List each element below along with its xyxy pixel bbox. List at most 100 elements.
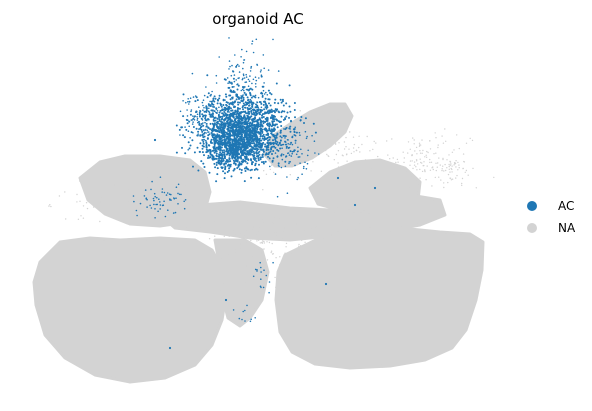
na-point [127, 201, 130, 203]
ac-point [132, 195, 135, 197]
na-point [234, 248, 237, 250]
ac-point [269, 143, 272, 146]
na-point [233, 271, 235, 273]
na-point [297, 134, 300, 136]
na-point [286, 234, 288, 237]
na-point [405, 169, 407, 172]
ac-point [235, 128, 238, 131]
ac-point [229, 150, 232, 153]
ac-point [282, 153, 285, 156]
ac-point [305, 168, 308, 170]
ac-point [249, 98, 252, 101]
na-point [283, 149, 285, 151]
na-point [316, 217, 318, 219]
na-point [272, 230, 274, 233]
na-point [207, 227, 209, 229]
na-point [444, 163, 446, 166]
na-point [113, 198, 116, 201]
na-point [313, 218, 316, 220]
ac-point [256, 121, 259, 124]
ac-point [223, 151, 226, 154]
na-point [196, 319, 198, 321]
ac-point [256, 64, 259, 66]
na-point [451, 165, 453, 167]
na-point [258, 239, 260, 241]
na-point [397, 161, 399, 163]
ac-point [219, 163, 222, 166]
na-point [312, 161, 314, 163]
na-point [449, 161, 452, 163]
ac-point [256, 131, 259, 134]
na-point [115, 215, 117, 217]
na-point [437, 146, 439, 149]
na-point [127, 188, 129, 190]
na-point [349, 131, 351, 133]
ac-point [205, 106, 208, 109]
ac-point [294, 134, 297, 137]
ac-point [240, 95, 242, 97]
ac-point [218, 56, 220, 58]
ac-point [244, 149, 247, 152]
na-point [431, 185, 433, 187]
ac-point [253, 168, 256, 171]
na-point [92, 196, 94, 198]
ac-point [250, 145, 253, 148]
ac-point [260, 127, 263, 130]
ac-point [299, 162, 301, 164]
ac-point [243, 77, 246, 79]
ac-point [229, 113, 232, 116]
ac-point [228, 37, 230, 39]
na-point [419, 144, 421, 146]
ac-point [210, 132, 213, 134]
ac-point [271, 153, 273, 155]
na-point [300, 245, 302, 247]
ac-point [135, 209, 138, 212]
ac-point [223, 122, 226, 125]
ac-point [262, 89, 265, 92]
na-point [243, 237, 245, 239]
na-point [436, 166, 438, 168]
ac-point [203, 138, 205, 141]
na-point [442, 157, 444, 160]
na-point [467, 174, 469, 176]
ac-point [248, 141, 251, 144]
na-point [425, 156, 428, 158]
ac-point [210, 105, 212, 107]
ac-point [251, 121, 254, 124]
ac-point [242, 94, 244, 96]
ac-point [211, 90, 213, 93]
na-point [208, 249, 210, 251]
ac-point [252, 108, 255, 111]
ac-point [214, 166, 217, 169]
ac-point [175, 186, 178, 188]
na-point [426, 165, 428, 167]
na-point [420, 221, 422, 224]
na-point [252, 246, 254, 248]
na-region-bottom-right [274, 226, 485, 370]
ac-point [240, 163, 243, 166]
ac-point [199, 110, 201, 112]
ac-point [204, 117, 207, 120]
na-point [411, 160, 413, 162]
ac-point [221, 134, 224, 137]
ac-point [230, 82, 233, 85]
na-point [265, 227, 268, 229]
na-point [316, 148, 318, 150]
ac-point [285, 145, 288, 148]
ac-point [288, 84, 291, 87]
ac-point [244, 160, 247, 163]
na-point [327, 225, 329, 228]
ac-point [264, 153, 267, 156]
ac-point [258, 77, 260, 79]
na-point [458, 167, 460, 169]
ac-point [161, 204, 164, 207]
ac-point [244, 147, 247, 150]
ac-point [215, 74, 218, 77]
ac-point [207, 134, 210, 137]
ac-point [294, 164, 296, 167]
na-point [226, 221, 229, 223]
ac-point [233, 101, 236, 104]
na-point [221, 243, 223, 246]
ac-point [239, 148, 242, 151]
ac-point [262, 150, 265, 153]
